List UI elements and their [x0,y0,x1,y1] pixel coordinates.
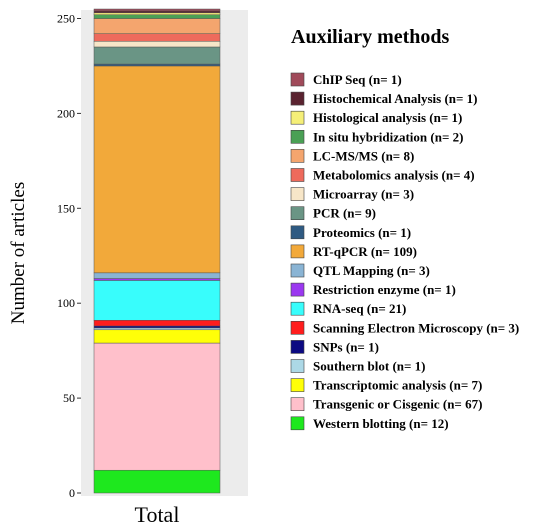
legend-swatch-4 [290,149,305,163]
bar-segment-2 [93,12,221,15]
legend-label-9: RT-qPCR (n= 109) [313,244,417,259]
bar-segment-15 [93,327,221,331]
legend-swatch-18 [290,416,305,431]
bar-segment-18 [93,469,221,494]
bar-segment-11 [93,278,221,281]
bar-segment-6 [93,41,221,48]
legend-label-5: Metabolomics analysis (n= 4) [313,168,475,183]
y-tick-label-0: 0 [69,486,75,500]
bar-segment-12 [93,280,221,321]
legend-label-11: Restriction enzyme (n= 1) [313,282,456,297]
legend-swatch-6 [290,187,305,201]
legend-swatch-12 [290,301,305,316]
legend-swatch-5 [290,168,305,182]
bar-segment-14 [93,325,221,329]
y-tick-label-4: 200 [57,106,75,120]
legend-label-0: ChIP Seq (n= 1) [313,72,402,87]
bar-segment-8 [93,63,221,67]
legend-title: Auxiliary methods [291,26,450,48]
legend-label-18: Western blotting (n= 12) [313,416,449,431]
legend-swatch-13 [290,320,305,335]
legend-label-2: Histological analysis (n= 1) [313,110,462,125]
bar-segment-3 [93,14,221,19]
legend-swatch-17 [290,397,305,412]
x-category-label: Total [135,502,180,527]
legend-swatch-7 [290,206,305,220]
y-axis-title: Number of articles [8,182,29,324]
legend-label-10: QTL Mapping (n= 3) [313,263,430,278]
legend-swatch-1 [290,91,305,106]
bar-segment-13 [93,320,221,327]
bar-segment-10 [93,272,221,279]
legend-label-14: SNPs (n= 1) [313,339,379,354]
legend-swatch-0 [290,72,305,87]
legend: ChIP Seq (n= 1) Histochemical Analysis (n… [290,72,519,431]
y-tick-label-3: 150 [57,201,75,215]
legend-swatch-10 [290,263,305,278]
legend-label-13: Scanning Electron Microscopy (n= 3) [313,320,519,335]
legend-swatch-3 [290,130,305,144]
legend-label-15: Southern blot (n= 1) [313,359,426,374]
bar-segment-0 [93,8,221,12]
legend-swatch-2 [290,110,305,125]
legend-label-12: RNA-seq (n= 21) [313,301,406,316]
legend-label-6: Microarray (n= 3) [313,187,414,202]
bar-segment-5 [93,33,221,42]
y-axis: 0 50 100 150 200 250 [57,12,81,500]
y-tick-label-2: 100 [57,296,75,310]
y-tick-label-5: 250 [57,12,75,26]
legend-swatch-8 [290,225,305,240]
bar-segment-4 [93,18,221,34]
bar-segment-1 [93,10,221,14]
legend-swatch-16 [290,378,305,392]
legend-swatch-9 [290,244,305,259]
bar-segment-7 [93,46,221,65]
legend-label-4: LC-MS/MS (n= 8) [313,148,414,163]
legend-label-7: PCR (n= 9) [313,206,376,221]
legend-swatch-15 [290,359,305,373]
legend-label-16: Transcriptomic analysis (n= 7) [313,378,482,393]
y-tick-label-1: 50 [63,391,75,405]
legend-label-3: In situ hybridization (n= 2) [313,129,463,144]
bar-segment-17 [93,342,221,471]
bar-segment-9 [93,65,221,274]
legend-label-1: Histochemical Analysis (n= 1) [313,91,478,106]
legend-swatch-14 [290,340,305,354]
bar-segment-16 [93,329,221,344]
legend-label-8: Proteomics (n= 1) [313,225,411,240]
legend-label-17: Transgenic or Cisgenic (n= 67) [313,397,482,412]
bar-segments [93,8,221,494]
legend-swatch-11 [290,282,305,297]
